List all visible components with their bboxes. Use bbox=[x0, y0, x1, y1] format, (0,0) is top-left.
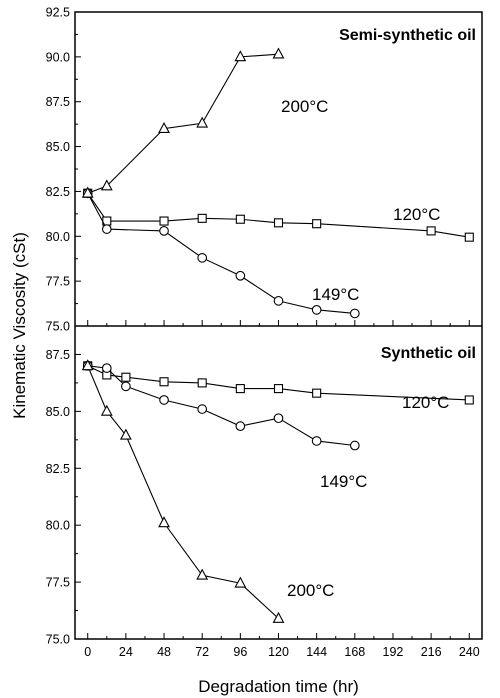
square-marker bbox=[312, 388, 322, 398]
x-tick-label: 72 bbox=[195, 645, 209, 659]
circle-marker bbox=[101, 224, 112, 234]
series-label: 200°C bbox=[287, 581, 334, 600]
square-marker bbox=[273, 218, 284, 228]
y-tick-label: 82.5 bbox=[46, 462, 70, 476]
y-tick-label: 75.0 bbox=[46, 320, 70, 334]
circle-marker bbox=[197, 252, 208, 263]
panel-title: Synthetic oil bbox=[381, 345, 476, 362]
y-tick-label: 92.5 bbox=[46, 6, 70, 20]
y-tick-label: 87.5 bbox=[46, 95, 70, 109]
x-tick-label: 168 bbox=[344, 645, 365, 659]
series-triangle: 200°C bbox=[81, 359, 334, 623]
x-tick-label: 216 bbox=[421, 645, 442, 659]
square-marker bbox=[235, 214, 245, 224]
triangle-marker bbox=[272, 611, 285, 623]
circle-marker bbox=[159, 226, 169, 236]
square-marker bbox=[159, 377, 169, 387]
circle-marker bbox=[197, 404, 208, 414]
square-marker bbox=[464, 232, 474, 242]
square-marker bbox=[426, 226, 436, 236]
y-tick-label: 77.5 bbox=[46, 275, 70, 289]
series-square: 120°C bbox=[83, 361, 474, 412]
square-marker bbox=[235, 384, 245, 394]
series-circle: 149°C bbox=[82, 360, 367, 491]
x-tick-label: 192 bbox=[383, 645, 404, 659]
triangle-marker bbox=[158, 516, 170, 528]
y-tick-label: 90.0 bbox=[46, 50, 70, 64]
triangle-marker bbox=[196, 116, 209, 128]
y-tick-label: 80.0 bbox=[46, 519, 70, 533]
square-marker bbox=[121, 372, 131, 382]
circle-marker bbox=[311, 305, 322, 315]
triangle-marker bbox=[234, 576, 247, 588]
circle-marker bbox=[311, 436, 322, 446]
y-tick-label: 85.0 bbox=[46, 405, 70, 419]
circle-marker bbox=[101, 363, 112, 373]
series-line bbox=[87, 53, 279, 194]
y-tick-label: 77.5 bbox=[46, 576, 70, 590]
series-square: 120°C bbox=[83, 188, 474, 242]
square-marker bbox=[197, 213, 207, 223]
x-tick-label: 144 bbox=[306, 645, 327, 659]
series-label: 149°C bbox=[312, 285, 359, 304]
triangle-marker bbox=[196, 568, 209, 580]
circle-marker bbox=[235, 270, 246, 281]
triangle-marker bbox=[158, 121, 170, 133]
series-label: 149°C bbox=[320, 472, 367, 491]
circle-marker bbox=[349, 440, 360, 451]
triangle-marker bbox=[81, 359, 94, 371]
x-tick-label: 48 bbox=[157, 645, 171, 659]
circle-marker bbox=[121, 381, 131, 392]
y-tick-label: 85.0 bbox=[46, 140, 70, 154]
series-label: 200°C bbox=[281, 97, 328, 116]
x-axis-title: Degradation time (hr) bbox=[198, 677, 359, 696]
triangle-marker bbox=[234, 50, 247, 62]
series-circle: 149°C bbox=[82, 188, 360, 319]
triangle-marker bbox=[100, 179, 113, 191]
y-tick-label: 87.5 bbox=[46, 348, 70, 362]
square-marker bbox=[464, 395, 474, 405]
x-tick-label: 24 bbox=[119, 645, 133, 659]
square-marker bbox=[273, 384, 284, 394]
triangle-marker bbox=[119, 428, 132, 440]
series-label: 120°C bbox=[393, 205, 440, 224]
x-tick-label: 120 bbox=[268, 645, 289, 659]
triangle-marker bbox=[100, 404, 113, 416]
square-marker bbox=[159, 216, 169, 226]
y-tick-label: 75.0 bbox=[46, 633, 70, 647]
square-marker bbox=[312, 219, 322, 229]
circle-marker bbox=[235, 421, 246, 432]
series-triangle: 200°C bbox=[81, 47, 328, 198]
circle-marker bbox=[349, 308, 360, 319]
x-tick-label: 240 bbox=[459, 645, 480, 659]
series-label: 120°C bbox=[402, 393, 449, 412]
y-tick-label: 80.0 bbox=[46, 230, 70, 244]
circle-marker bbox=[273, 296, 284, 306]
series-line bbox=[87, 192, 355, 314]
circle-marker bbox=[159, 395, 169, 405]
square-marker bbox=[197, 378, 207, 388]
y-tick-label: 82.5 bbox=[46, 185, 70, 199]
y-axis-title: Kinematic Viscosity (cSt) bbox=[10, 232, 29, 419]
circle-marker bbox=[273, 413, 284, 424]
triangle-marker bbox=[81, 186, 94, 198]
panel-title: Semi-synthetic oil bbox=[339, 27, 476, 44]
x-tick-label: 0 bbox=[84, 645, 91, 659]
series-line bbox=[87, 365, 279, 619]
triangle-marker bbox=[272, 47, 285, 59]
x-tick-label: 96 bbox=[233, 645, 247, 659]
